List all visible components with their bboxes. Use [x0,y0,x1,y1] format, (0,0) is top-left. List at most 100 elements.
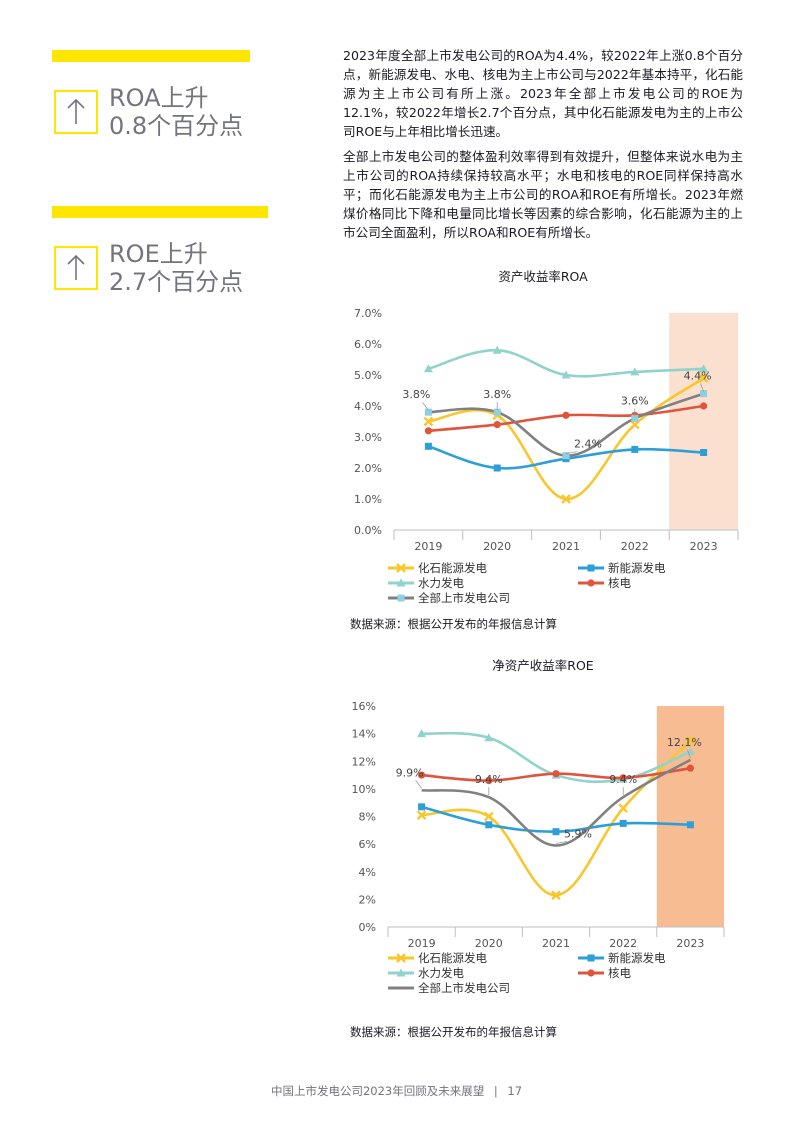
data-label: 2.4% [574,438,602,451]
y-tick-label: 4% [359,866,376,879]
legend-marker [396,968,406,977]
body-text: 2023年度全部上市发电公司的ROA为4.4%，较2022年上涨0.8个百分点，… [343,46,743,248]
series-point [685,735,696,746]
y-tick-label: 8% [359,811,376,824]
x-tick-label: 2020 [475,937,503,950]
x-tick-label: 2023 [690,540,718,553]
series-point [423,364,433,373]
series-point [700,449,708,456]
series-point [483,811,494,822]
series-point [424,408,432,416]
kpi-roa-text: ROA上升 0.8个百分点 [109,84,243,140]
data-label-leader [422,401,429,411]
series-point [700,390,708,398]
data-label-leader [565,451,578,454]
highlight-band-2023 [669,313,738,530]
y-tick-label: 6% [359,838,376,851]
kpi-roe: ROE上升 2.7个百分点 [54,240,243,296]
series-point [561,494,571,504]
x-tick-label: 2022 [621,540,649,553]
highlight-band-2023 [656,706,724,927]
roe-chart: 0% 2% 4% 6% 8% 10% 12% 14% 16% 2019 2020 2021 2022 20… [352,700,725,995]
series-point [418,803,426,811]
footer-title: 中国上市发电公司2023年回顾及未来展望 [270,1084,485,1098]
data-label: 9.4% [609,773,637,786]
y-tick-label: 1.0% [354,493,382,506]
legend-marker [396,578,406,587]
y-tick-label: 14% [352,728,376,741]
series-point [685,747,695,756]
arrow-up-icon [54,246,98,290]
x-tick-label: 2023 [676,937,704,950]
legend-marker [587,969,595,977]
legend-label: 全部上市发电公司 [418,981,510,995]
series-point [418,771,426,779]
series-point [686,821,694,829]
data-label: 3.8% [483,388,511,401]
roa-chart: 0.0% 1.0% 2.0% 3.0% 4.0% 5.0% 6.0% 7.0% 2019 2020… [354,307,739,605]
paragraph: 2023年度全部上市发电公司的ROA为4.4%，较2022年上涨0.8个百分点，… [343,48,743,139]
series-point [630,367,640,376]
data-label-leader [687,749,691,759]
data-label: 9.4% [475,773,503,786]
data-label: 12.1% [667,736,702,749]
series-point [423,416,434,427]
page-number: 17 [507,1084,523,1098]
legend-label: 化石能源发电 [418,951,487,965]
legend-marker [396,953,406,963]
y-tick-label: 3.0% [354,431,382,444]
legend-marker [587,579,595,587]
y-tick-label: 4.0% [354,400,382,413]
arrow-up-icon [54,90,98,134]
series-point [618,803,629,814]
x-tick-label: 2019 [414,540,442,553]
x-tick-label: 2020 [483,540,511,553]
data-label: 3.8% [402,388,430,401]
series-point [493,408,501,416]
x-tick-label: 2021 [542,937,570,950]
series-point [629,419,640,430]
y-tick-label: 5.0% [354,369,382,382]
y-tick-label: 16% [352,700,376,713]
series-point [552,828,560,836]
kpi-accent-bar-roa [52,50,250,62]
kpi-roa-line1: ROA上升 [109,84,209,112]
kpi-roe-line2: 2.7个百分点 [109,268,244,296]
legend-label: 核电 [608,966,631,980]
series-point [493,421,501,429]
series-point [561,370,571,379]
series-point [562,411,570,419]
data-label-leader [700,383,704,392]
series-point [619,819,627,827]
series-point [551,890,561,901]
legend-label: 新能源发电 [608,561,666,575]
legend-marker [396,563,406,573]
legend-label: 全部上市发电公司 [418,591,510,605]
y-tick-label: 0.0% [354,524,382,537]
roe-chart-title: 净资产收益率ROE [492,658,594,673]
y-tick-label: 7.0% [354,307,382,320]
legend-label: 水力发电 [418,576,464,590]
series-point [631,414,639,422]
y-tick-label: 0% [359,921,376,934]
y-tick-label: 10% [352,783,376,796]
legend-marker [587,564,595,572]
roa-source-note: 数据来源：根据公开发布的年报信息计算 [350,617,557,631]
series-line [428,377,705,501]
y-tick-label: 12% [352,755,376,768]
series-point [562,452,570,460]
y-tick-label: 6.0% [354,338,382,351]
series-point [700,402,708,410]
legend-label: 核电 [608,576,631,590]
kpi-roe-line1: ROE上升 [109,240,208,268]
roa-chart-title: 资产收益率ROA [498,269,588,284]
data-label: 5.9% [564,828,592,841]
series-point [631,445,639,453]
kpi-accent-bar-roe [52,206,268,218]
series-point [493,464,501,472]
series-point [698,373,709,383]
data-label: 4.4% [684,370,712,383]
series-point [485,821,493,829]
series-point [699,364,709,373]
y-tick-label: 2.0% [354,462,382,475]
